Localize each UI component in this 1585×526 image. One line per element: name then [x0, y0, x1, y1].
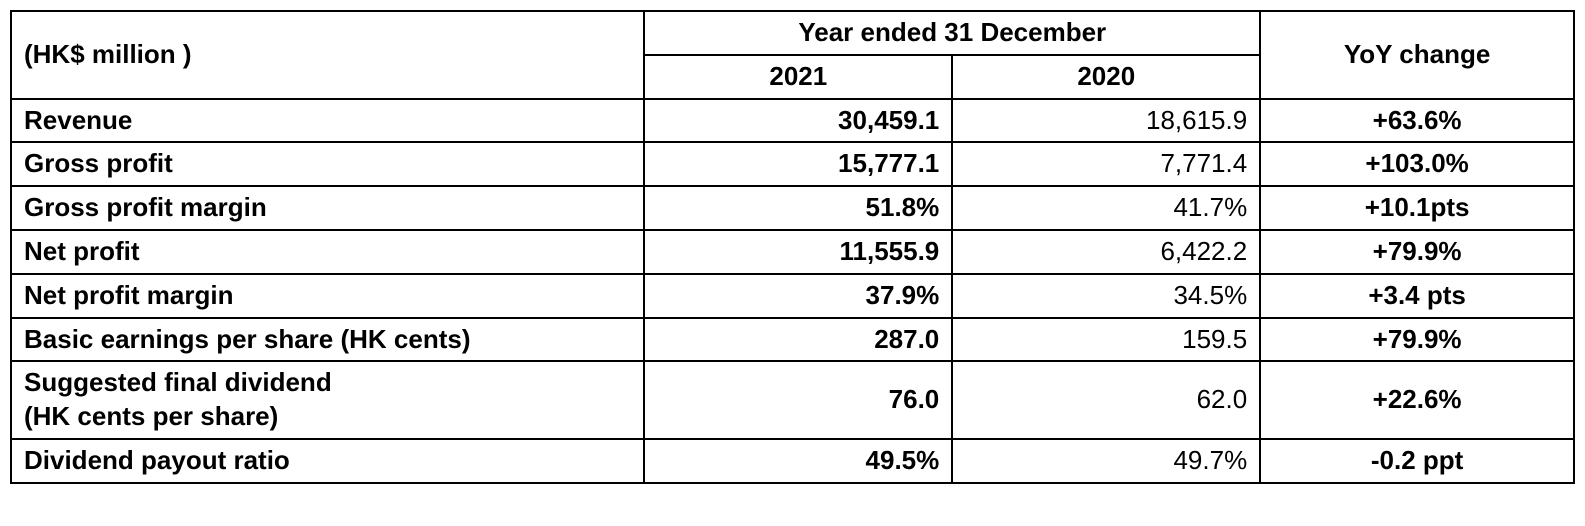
table-header-row-1: (HK$ million ) Year ended 31 December Yo… [11, 11, 1574, 55]
cell-yoy: +3.4 pts [1260, 274, 1574, 318]
cell-yoy: +10.1pts [1260, 186, 1574, 230]
header-yoy-change: YoY change [1260, 11, 1574, 99]
cell-yoy: +79.9% [1260, 318, 1574, 362]
header-row-label: (HK$ million ) [11, 11, 644, 99]
cell-yoy: +79.9% [1260, 230, 1574, 274]
financial-summary-table: (HK$ million ) Year ended 31 December Yo… [10, 10, 1575, 484]
cell-yoy: +103.0% [1260, 142, 1574, 186]
cell-2020: 41.7% [952, 186, 1260, 230]
row-label: Gross profit margin [11, 186, 644, 230]
cell-2021: 30,459.1 [644, 99, 952, 143]
cell-2020: 62.0 [952, 361, 1260, 439]
table-row: Net profit 11,555.9 6,422.2 +79.9% [11, 230, 1574, 274]
table-row: Dividend payout ratio 49.5% 49.7% -0.2 p… [11, 439, 1574, 483]
table-row: Gross profit margin 51.8% 41.7% +10.1pts [11, 186, 1574, 230]
header-col-2021: 2021 [644, 55, 952, 99]
cell-yoy: +22.6% [1260, 361, 1574, 439]
row-label: Net profit [11, 230, 644, 274]
header-col-2020: 2020 [952, 55, 1260, 99]
table-row: Suggested final dividend (HK cents per s… [11, 361, 1574, 439]
table-row: Revenue 30,459.1 18,615.9 +63.6% [11, 99, 1574, 143]
row-label: Revenue [11, 99, 644, 143]
row-label: Gross profit [11, 142, 644, 186]
cell-2020: 7,771.4 [952, 142, 1260, 186]
cell-2021: 76.0 [644, 361, 952, 439]
cell-2021: 11,555.9 [644, 230, 952, 274]
cell-2021: 15,777.1 [644, 142, 952, 186]
row-label: Net profit margin [11, 274, 644, 318]
header-period-span: Year ended 31 December [644, 11, 1260, 55]
cell-2021: 49.5% [644, 439, 952, 483]
cell-2020: 49.7% [952, 439, 1260, 483]
table-row: Net profit margin 37.9% 34.5% +3.4 pts [11, 274, 1574, 318]
cell-2020: 18,615.9 [952, 99, 1260, 143]
cell-2020: 34.5% [952, 274, 1260, 318]
cell-2021: 51.8% [644, 186, 952, 230]
row-label: Basic earnings per share (HK cents) [11, 318, 644, 362]
table-row: Gross profit 15,777.1 7,771.4 +103.0% [11, 142, 1574, 186]
cell-2021: 287.0 [644, 318, 952, 362]
cell-2020: 6,422.2 [952, 230, 1260, 274]
cell-yoy: +63.6% [1260, 99, 1574, 143]
row-label: Suggested final dividend (HK cents per s… [11, 361, 644, 439]
table-row: Basic earnings per share (HK cents) 287.… [11, 318, 1574, 362]
row-label: Dividend payout ratio [11, 439, 644, 483]
cell-2020: 159.5 [952, 318, 1260, 362]
cell-2021: 37.9% [644, 274, 952, 318]
cell-yoy: -0.2 ppt [1260, 439, 1574, 483]
